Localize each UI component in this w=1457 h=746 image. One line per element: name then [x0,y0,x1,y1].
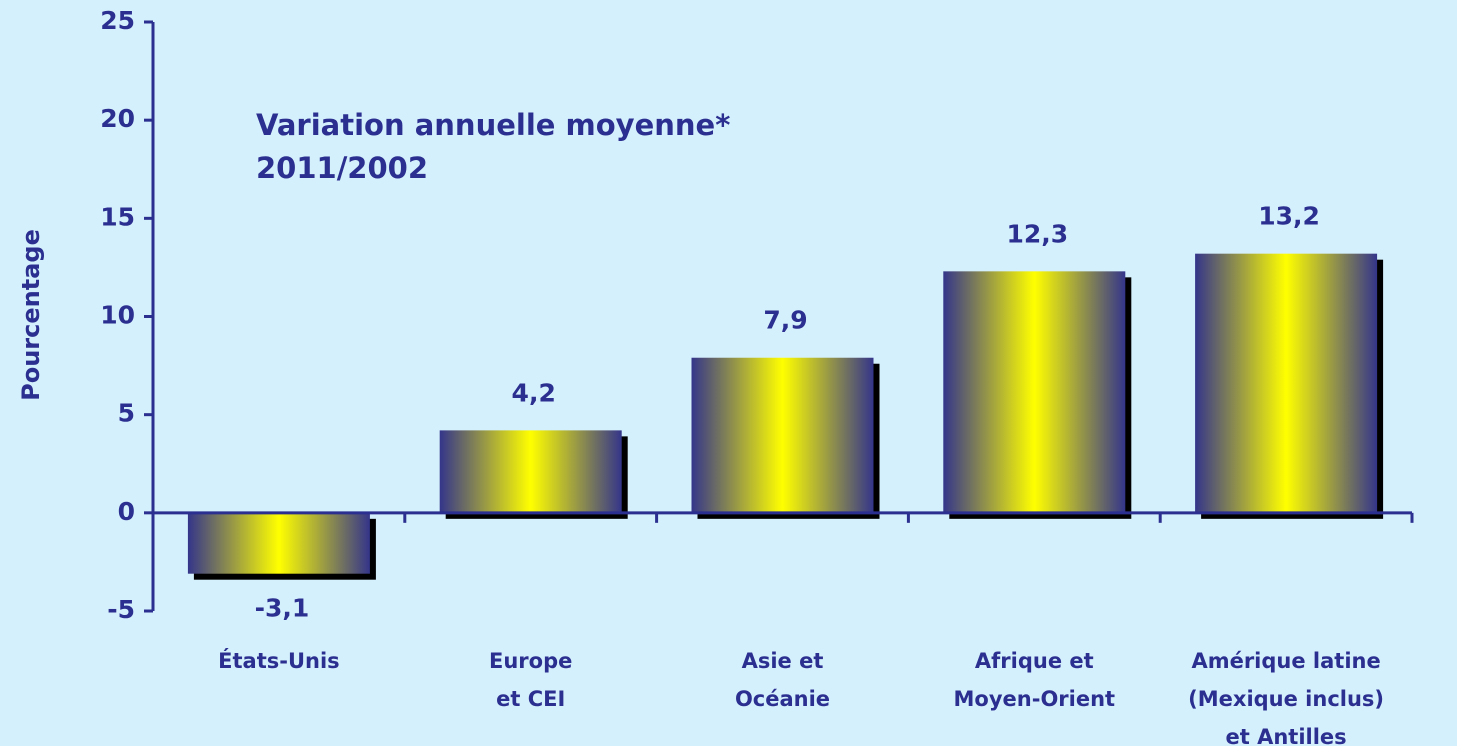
x-tick-label: Amérique latine [1191,649,1380,673]
bar [187,512,370,574]
y-tick-label: 20 [100,104,135,133]
x-tick-label: Afrique et [975,649,1094,673]
bar [1195,253,1378,513]
chart-title: Variation annuelle moyenne* [256,108,730,142]
x-tick-label: et Antilles [1226,725,1347,746]
x-tick-label: (Mexique inclus) [1188,687,1384,711]
x-tick-label: Europe [489,649,572,673]
y-tick-label: 15 [100,202,135,231]
value-label: 7,9 [763,306,807,335]
x-tick-label: et CEI [496,687,565,711]
y-tick-label: 10 [100,301,135,330]
y-tick-label: 0 [118,497,135,526]
x-tick-label: Océanie [735,687,830,711]
bar [943,271,1126,513]
x-tick-label: Asie et [742,649,824,673]
chart-title: 2011/2002 [256,151,428,185]
bar [691,357,874,513]
y-axis-label: Pourcentage [17,229,45,401]
bar [439,430,622,513]
value-label: 4,2 [512,378,556,407]
value-label: 12,3 [1006,219,1068,248]
value-label: 13,2 [1258,202,1320,231]
y-tick-label: 5 [118,399,135,428]
value-label: -3,1 [255,594,310,623]
x-tick-label: États-Unis [218,648,340,673]
y-tick-label: -5 [107,595,135,624]
x-tick-label: Moyen-Orient [954,687,1116,711]
y-tick-label: 25 [100,6,135,35]
